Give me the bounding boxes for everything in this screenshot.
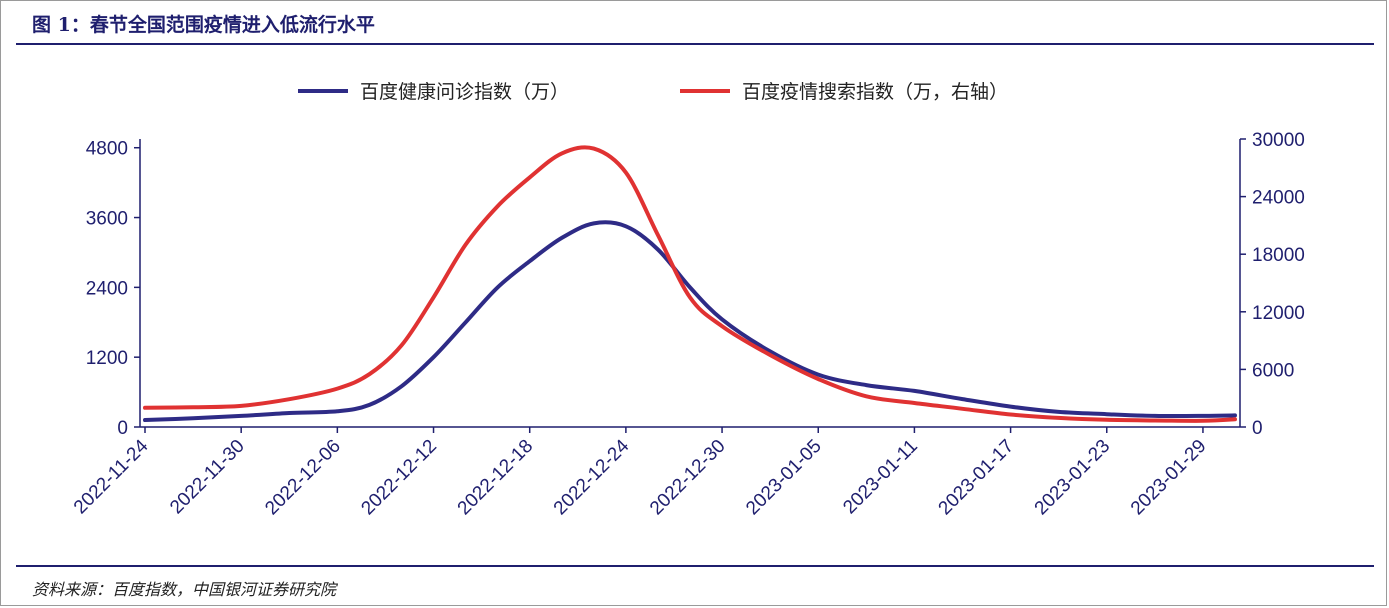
y-right-tick-label: 24000 (1252, 188, 1305, 209)
y-right-tick-label: 30000 (1252, 130, 1305, 151)
x-tick-label: 2023-01-17 (935, 436, 1019, 520)
footer-rule (16, 565, 1374, 567)
x-tick-label: 2022-12-06 (261, 436, 345, 520)
chart-series (143, 145, 1237, 423)
x-tick-label: 2023-01-29 (1127, 436, 1211, 520)
line-chart: 百度健康问诊指数（万） 百度疫情搜索指数（万，右轴） 0 1200 2400 3600 4… (70, 81, 1305, 519)
source-note: 资料来源：百度指数，中国银河证券研究院 (32, 580, 337, 599)
x-tick-label: 2023-01-23 (1031, 436, 1115, 520)
series-line-health-index (143, 220, 1237, 422)
figure-title: 图 1：春节全国范围疫情进入低流行水平 (32, 14, 375, 36)
y-left-tick-label: 0 (117, 418, 128, 439)
x-tick-label: 2022-12-24 (550, 435, 634, 519)
x-tick-label: 2022-12-12 (357, 436, 441, 520)
y-left-tick-label: 1200 (86, 348, 128, 369)
legend-label: 百度疫情搜索指数（万，右轴） (742, 81, 1008, 103)
y-left-tick-label: 4800 (86, 139, 128, 160)
x-tick-label: 2022-11-30 (166, 436, 249, 519)
x-tick-label: 2022-12-30 (646, 436, 730, 520)
y-left-tick-label: 2400 (86, 278, 128, 299)
x-tick-label: 2022-11-24 (70, 435, 153, 518)
series-line-search-index (143, 145, 1237, 423)
chart-legend: 百度健康问诊指数（万） 百度疫情搜索指数（万，右轴） (298, 81, 1008, 103)
y-right-tick-label: 0 (1252, 418, 1263, 439)
y-right-tick-label: 6000 (1252, 360, 1294, 381)
x-tick-label: 2023-01-11 (839, 436, 922, 519)
x-tick-label: 2022-12-18 (454, 436, 538, 520)
chart-axes: 0 1200 2400 3600 4800 0 6000 12000 18000 24000 300… (70, 130, 1305, 519)
title-rule (16, 43, 1374, 45)
legend-label: 百度健康问诊指数（万） (360, 81, 569, 103)
y-right-tick-label: 18000 (1252, 245, 1305, 266)
y-right-tick-label: 12000 (1252, 303, 1305, 324)
x-tick-label: 2023-01-05 (742, 436, 826, 520)
y-left-tick-label: 3600 (86, 209, 128, 230)
